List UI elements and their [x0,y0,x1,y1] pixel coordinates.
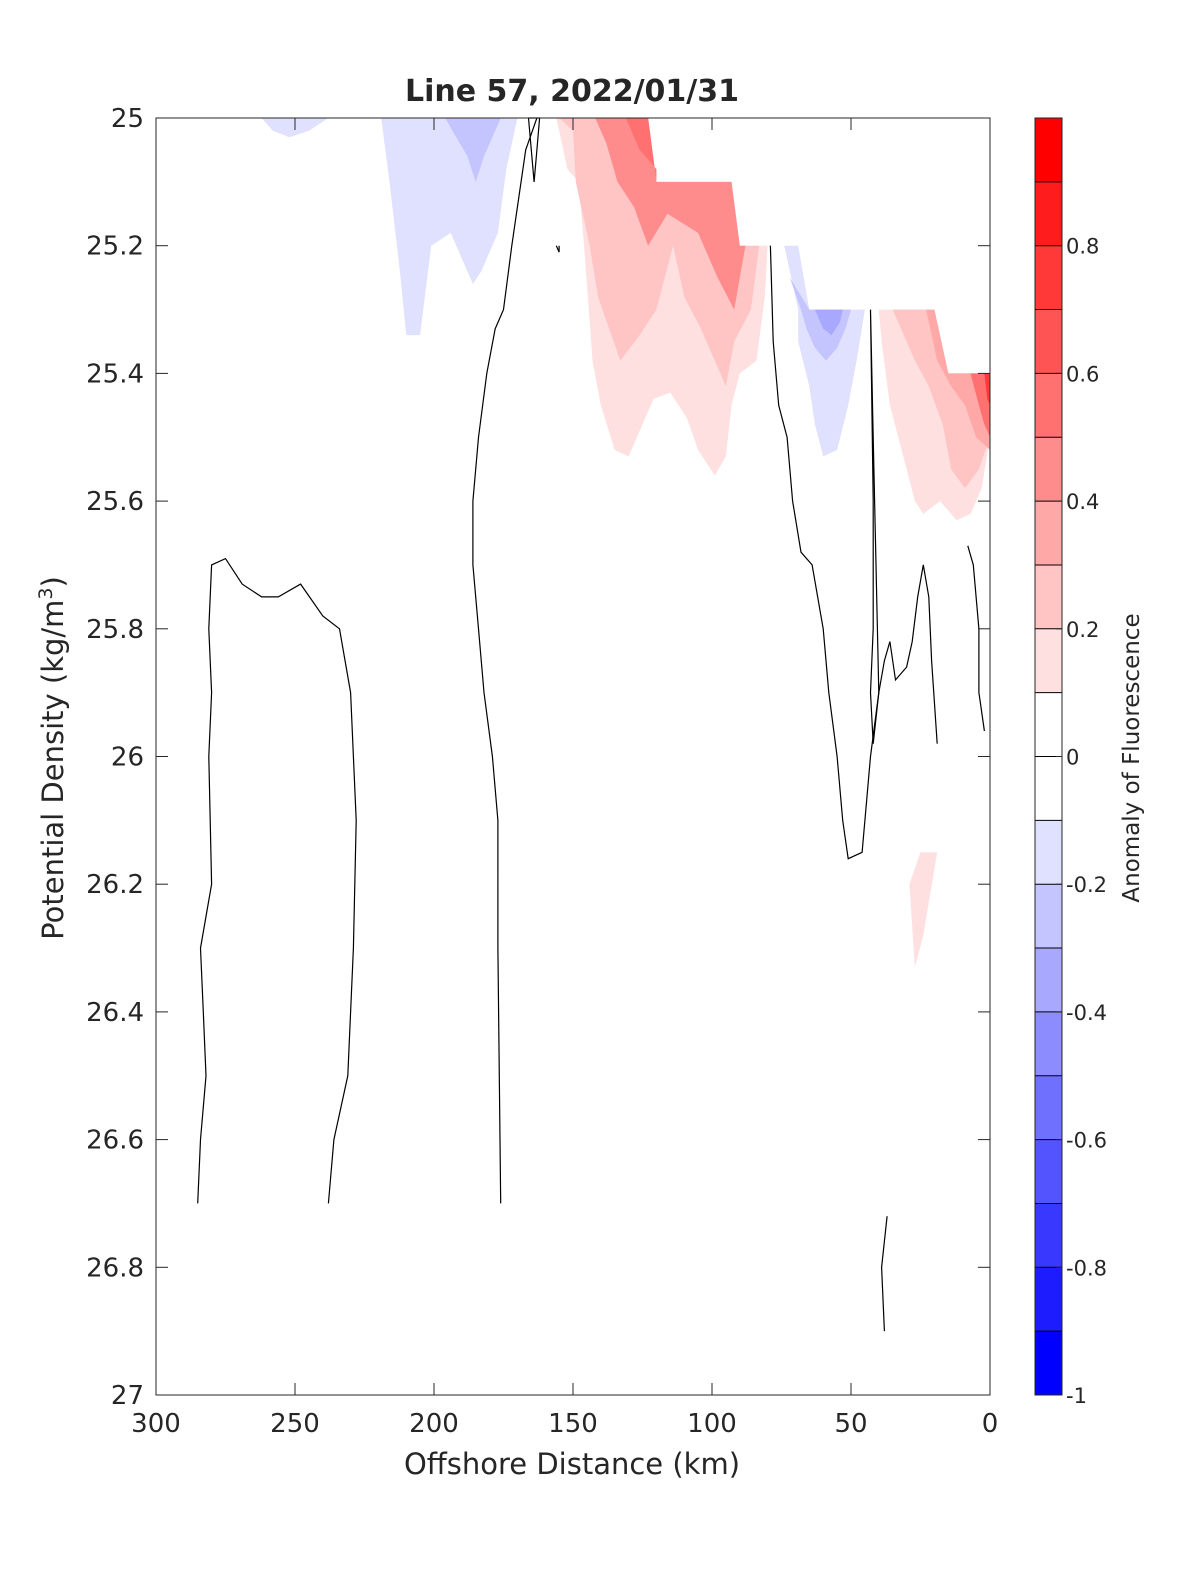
colorbar-tick-label: 0 [1066,746,1079,770]
colorbar-tick-label: 0.4 [1066,490,1099,514]
y-tick-label: 26.8 [86,1253,144,1283]
colorbar-band [1035,564,1062,629]
colorbar-band [1035,692,1062,757]
y-tick-label: 26.4 [86,998,144,1028]
zero-contour-1 [472,117,538,1204]
x-axis: 300 250 200 150 100 50 0 [131,118,998,1439]
zero-contour-3 [555,245,560,253]
colorbar-band [1035,501,1062,565]
y-tick-label: 26.6 [86,1126,144,1156]
anomaly-region-6 [625,118,657,182]
colorbar-tick-label: -0.2 [1066,873,1107,897]
colorbar-tick-label: -0.4 [1066,1001,1107,1025]
x-tick-label: 200 [409,1409,459,1439]
anomaly-region-10 [970,373,990,438]
colorbar-band [1035,373,1062,438]
anomaly-region-15 [909,852,938,968]
colorbar-band [1035,437,1062,502]
zero-contour-4 [769,245,938,860]
colorbar-band [1035,948,1062,1012]
colorbar-band [1035,1011,1062,1076]
colorbar-band [1035,1075,1062,1140]
x-tick-label: 150 [548,1409,598,1439]
colorbar-tick-label: -0.8 [1066,1256,1107,1280]
colorbar-band [1035,884,1062,949]
colorbar-tick-label: 0.8 [1066,235,1099,259]
colorbar-band [1035,756,1062,821]
anomaly-region-9 [926,309,990,450]
anomaly-region-1 [381,118,518,336]
colorbar-band [1035,1331,1062,1395]
zero-contour-7 [880,1216,888,1332]
chart-title: Line 57, 2022/01/31 [405,74,739,109]
anomaly-region-8 [892,309,990,489]
colorbar-band [1035,181,1062,246]
y-axis-label-superscript: 3 [35,587,57,599]
zero-contour-5 [869,309,880,744]
colorbar-label: Anomaly of Fluorescence [1119,613,1145,902]
x-tick-label: 300 [131,1409,181,1439]
colorbar-tick-label: 0.2 [1066,618,1099,642]
anomaly-filled-contours [261,118,990,968]
y-tick-label: 26.2 [86,870,144,900]
colorbar-band [1035,628,1062,693]
zero-contour-0 [197,557,357,1204]
colorbar-tick-label: -1 [1066,1384,1087,1408]
anomaly-region-11 [984,373,990,406]
y-axis: 25 25.2 25.4 25.6 25.8 26 26.2 26.4 26.6 26.8 27 [86,104,990,1411]
anomaly-region-2 [445,118,501,182]
colorbar-band [1035,820,1062,885]
zero-contour-6 [967,545,985,732]
colorbar-band [1035,1203,1062,1268]
x-tick-label: 50 [834,1409,867,1439]
y-tick-label: 25.4 [86,359,144,389]
x-axis-label: Offshore Distance (km) [404,1447,740,1481]
colorbar-band [1035,118,1062,182]
colorbar-band [1035,1139,1062,1204]
y-tick-label: 25.2 [86,232,144,262]
colorbar-band [1035,245,1062,310]
y-axis-label-main: Potential Density (kg/m [36,600,70,940]
colorbar-tick-label: 0.6 [1066,362,1099,386]
y-tick-label: 25.8 [86,615,144,645]
anomaly-region-5 [595,118,746,310]
colorbar-tick-label: -0.6 [1066,1129,1107,1153]
colorbar: -1 -0.8 -0.6 -0.4 -0.2 0 0.2 0.4 0.6 0.8 [1034,117,1107,1408]
y-tick-label: 25 [111,104,144,134]
y-tick-label: 25.6 [86,487,144,517]
colorbar-band [1035,309,1062,374]
x-tick-label: 0 [982,1409,999,1439]
y-tick-label: 26 [111,743,144,773]
x-tick-label: 100 [687,1409,737,1439]
x-tick-label: 250 [270,1409,320,1439]
y-axis-label: Potential Density (kg/m3) [35,576,70,940]
y-tick-label: 27 [111,1381,144,1411]
y-axis-label-tail: ) [36,576,70,587]
anomaly-region-14 [814,309,843,336]
plot-frame [155,117,991,1396]
colorbar-band [1035,1267,1062,1332]
